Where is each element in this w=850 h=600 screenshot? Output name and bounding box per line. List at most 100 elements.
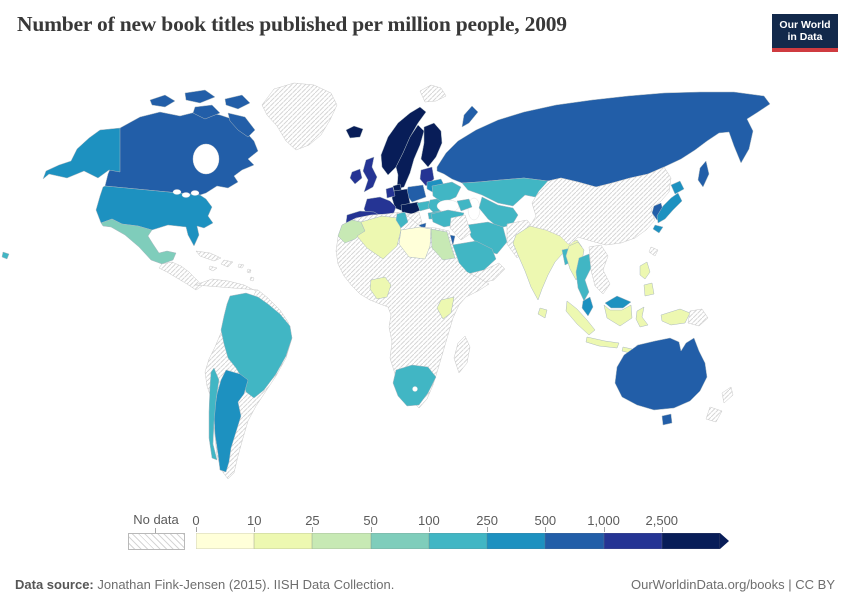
legend-tick-label: 1,000 — [587, 513, 620, 528]
country-algeria[interactable] — [356, 215, 402, 260]
country-russia[interactable] — [436, 91, 771, 188]
world-map-svg — [1, 82, 771, 480]
legend-bin-250[interactable] — [487, 533, 546, 549]
no-data-swatch[interactable] — [128, 533, 185, 550]
country-japan[interactable] — [652, 180, 685, 234]
no-data-label: No data — [133, 512, 179, 527]
country-canada-island[interactable] — [149, 94, 176, 108]
hudson-bay — [192, 143, 220, 175]
country-iceland[interactable] — [345, 125, 364, 139]
country-sweden[interactable] — [395, 124, 425, 190]
country-thailand[interactable] — [575, 253, 592, 302]
legend-tick-label: 10 — [246, 513, 262, 528]
country-philippines[interactable] — [639, 261, 655, 297]
country-brazil[interactable] — [220, 292, 293, 399]
legend-tick-mark — [661, 527, 663, 532]
country-egypt[interactable] — [430, 228, 456, 261]
country-indonesia-sumatra[interactable] — [565, 300, 596, 336]
owid-logo-line1: Our World — [779, 19, 831, 31]
legend-tick-label: 25 — [305, 513, 320, 528]
country-mexico[interactable] — [100, 218, 177, 265]
country-indonesia-kalimantan[interactable] — [603, 304, 633, 327]
country-canada-island[interactable] — [192, 104, 221, 120]
country-norway[interactable] — [380, 106, 427, 176]
region-central-america[interactable] — [158, 261, 203, 291]
world-map — [0, 75, 850, 505]
region-indonesian-papua[interactable] — [660, 308, 691, 326]
country-fiji[interactable] — [1, 251, 10, 260]
owid-logo[interactable]: Our World in Data — [772, 14, 838, 52]
country-russia-sakhalin[interactable] — [697, 160, 710, 188]
country-svalbard[interactable] — [419, 84, 447, 103]
legend-tick-label: 2,500 — [645, 513, 679, 528]
country-puerto-rico[interactable] — [237, 263, 245, 269]
country-ireland[interactable] — [349, 168, 363, 185]
legend-colorbar: 0 10 25 50 100 250 500 1,000 2,500 — [192, 513, 729, 549]
legend-bin-0[interactable] — [196, 533, 255, 549]
great-lake — [181, 192, 191, 198]
legend-tick-mark — [196, 527, 197, 532]
legend-tick-label: 250 — [476, 513, 498, 528]
country-malaysia-borneo[interactable] — [604, 295, 632, 309]
data-source: Data source: Jonathan Fink-Jensen (2015)… — [15, 577, 394, 592]
no-data-tick-mark — [155, 528, 156, 533]
country-indonesia-java[interactable] — [585, 336, 620, 349]
region-africa-other[interactable] — [335, 211, 490, 409]
region-iraq-syria[interactable] — [449, 214, 472, 241]
country-iran[interactable] — [466, 221, 508, 255]
region-indochina[interactable] — [588, 244, 611, 295]
legend-bin-25[interactable] — [312, 533, 371, 549]
region-caucasus[interactable] — [456, 198, 473, 212]
country-australia[interactable] — [614, 337, 708, 411]
country-sri-lanka[interactable] — [537, 307, 548, 319]
legend-bin-1000[interactable] — [603, 533, 662, 549]
region-benelux[interactable] — [385, 186, 396, 199]
country-new-zealand[interactable] — [705, 386, 734, 423]
country-hispaniola[interactable] — [220, 259, 234, 268]
country-united-states[interactable] — [95, 185, 214, 247]
great-lake — [172, 189, 182, 195]
country-cuba[interactable] — [195, 250, 222, 262]
country-south-africa[interactable] — [392, 364, 437, 407]
legend-bin-10[interactable] — [254, 533, 313, 549]
country-tunisia[interactable] — [395, 211, 409, 229]
chart-footer: Data source: Jonathan Fink-Jensen (2015)… — [0, 568, 850, 600]
legend-tick-label: 50 — [363, 513, 378, 528]
legend-tick-mark — [487, 527, 489, 532]
country-alaska[interactable] — [42, 127, 121, 180]
country-united-kingdom[interactable] — [362, 156, 378, 193]
country-kenya[interactable] — [436, 296, 455, 320]
country-finland[interactable] — [420, 122, 443, 168]
legend-arrow — [720, 533, 729, 549]
country-russia-novaya-zemlya[interactable] — [461, 105, 479, 128]
legend-tick-mark — [312, 527, 314, 532]
legend-bin-100[interactable] — [428, 533, 488, 549]
country-canada-island[interactable] — [224, 94, 251, 110]
country-jamaica[interactable] — [208, 265, 218, 272]
lesotho-enclave — [412, 386, 418, 392]
country-malaysia-peninsula[interactable] — [581, 296, 594, 317]
legend-bin-50[interactable] — [370, 533, 429, 549]
country-australia-tasmania[interactable] — [661, 413, 673, 426]
country-canada-baffin[interactable] — [227, 112, 256, 138]
legend-tick-label: 500 — [534, 513, 557, 528]
region-china-mongolia[interactable] — [529, 166, 672, 246]
data-source-text: Jonathan Fink-Jensen (2015). IISH Data C… — [93, 576, 395, 592]
country-papua-new-guinea[interactable] — [687, 308, 709, 327]
legend-bin-2500[interactable] — [661, 533, 720, 549]
legend-tick-mark — [370, 527, 372, 532]
legend-bin-500[interactable] — [545, 533, 604, 549]
country-ukraine[interactable] — [431, 181, 462, 204]
country-indonesia-sulawesi[interactable] — [635, 306, 649, 328]
country-lesser-antilles[interactable] — [246, 268, 255, 282]
owid-citation-link[interactable]: OurWorldinData.org/books | CC BY — [631, 576, 835, 592]
data-source-label: Data source: — [15, 576, 94, 592]
country-taiwan[interactable] — [648, 246, 659, 257]
country-libya[interactable] — [398, 226, 432, 260]
country-greenland[interactable] — [261, 82, 338, 151]
country-canada-island[interactable] — [184, 89, 216, 104]
country-madagascar[interactable] — [453, 335, 471, 374]
country-nigeria[interactable] — [369, 276, 392, 300]
country-chile[interactable] — [208, 367, 220, 461]
